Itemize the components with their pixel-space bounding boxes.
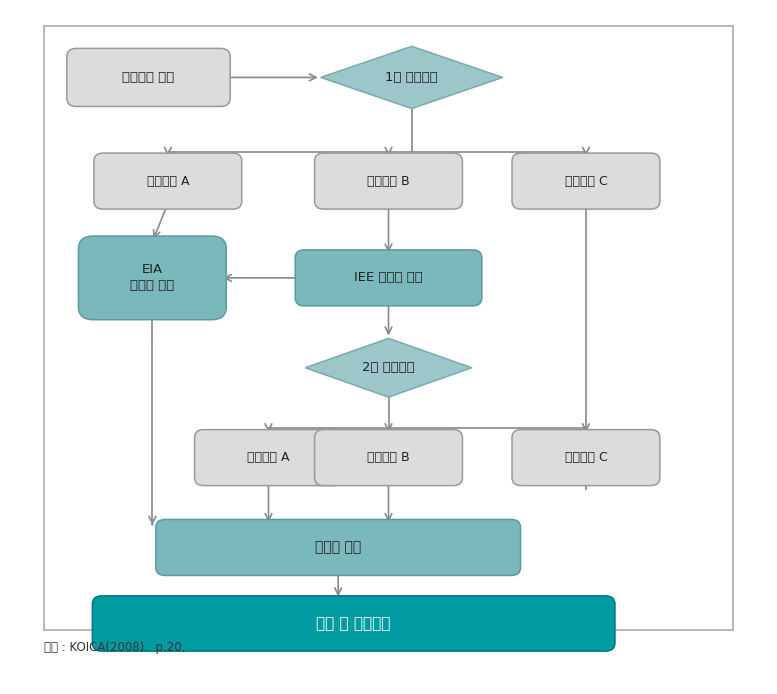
Polygon shape (305, 339, 472, 397)
Text: 자료 : KOICA(2008).  p.20.: 자료 : KOICA(2008). p.20. (44, 641, 186, 654)
Text: 2차 스크리닝: 2차 스크리닝 (362, 362, 415, 374)
FancyBboxPatch shape (315, 430, 462, 486)
Text: 카테고리 B: 카테고리 B (368, 175, 409, 187)
Bar (44, 26, 733, 630)
Text: 카테고리 C: 카테고리 C (565, 451, 608, 464)
Polygon shape (321, 46, 503, 108)
Text: 프로젝트 요청: 프로젝트 요청 (122, 71, 175, 84)
FancyBboxPatch shape (67, 49, 230, 106)
Text: 이행 및 모니터링: 이행 및 모니터링 (316, 616, 391, 631)
FancyBboxPatch shape (156, 520, 521, 575)
FancyBboxPatch shape (315, 153, 462, 209)
Text: 카테고리 A: 카테고리 A (147, 175, 189, 187)
FancyBboxPatch shape (78, 236, 226, 320)
FancyBboxPatch shape (512, 153, 660, 209)
FancyBboxPatch shape (295, 250, 482, 306)
Text: EIA
수준의 조사: EIA 수준의 조사 (131, 264, 175, 292)
Text: 카테고리 A: 카테고리 A (247, 451, 290, 464)
Text: 설계에 반영: 설계에 반영 (315, 541, 361, 555)
FancyBboxPatch shape (194, 430, 343, 486)
FancyBboxPatch shape (512, 430, 660, 486)
FancyBboxPatch shape (94, 153, 242, 209)
FancyBboxPatch shape (92, 596, 615, 651)
Text: 1차 스크리닝: 1차 스크리닝 (385, 71, 438, 84)
Text: 카테고리 B: 카테고리 B (368, 451, 409, 464)
Text: 카테고리 C: 카테고리 C (565, 175, 608, 187)
Text: IEE 수준의 조사: IEE 수준의 조사 (354, 271, 423, 285)
